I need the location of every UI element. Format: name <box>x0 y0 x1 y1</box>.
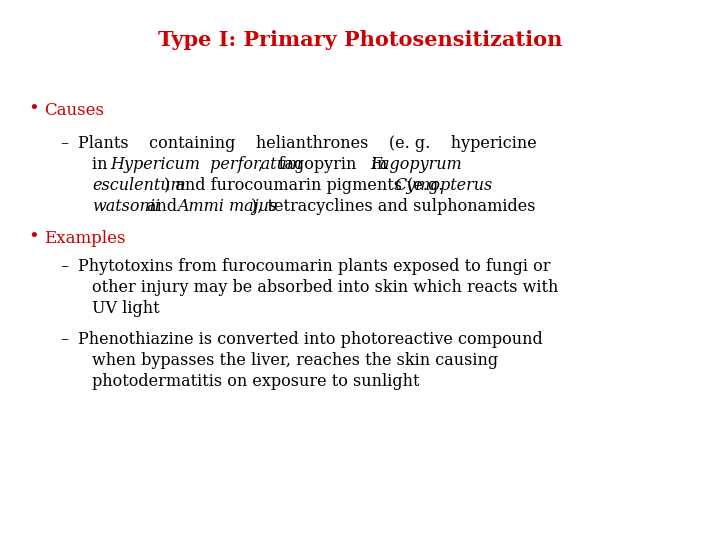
Text: Causes: Causes <box>44 102 104 119</box>
Text: –: – <box>60 331 68 348</box>
Text: •: • <box>28 100 39 118</box>
Text: ) and furocoumarin pigments (e.g.: ) and furocoumarin pigments (e.g. <box>164 177 449 194</box>
Text: watsonii: watsonii <box>92 198 160 215</box>
Text: –: – <box>60 258 68 275</box>
Text: ), tetracyclines and sulphonamides: ), tetracyclines and sulphonamides <box>251 198 536 215</box>
Text: Hypericum  perforatum: Hypericum perforatum <box>110 156 302 173</box>
Text: when bypasses the liver, reaches the skin causing: when bypasses the liver, reaches the ski… <box>92 352 498 369</box>
Text: ,   fagopyrin   in: , fagopyrin in <box>258 156 392 173</box>
Text: Phytotoxins from furocoumarin plants exposed to fungi or: Phytotoxins from furocoumarin plants exp… <box>78 258 551 275</box>
Text: Phenothiazine is converted into photoreactive compound: Phenothiazine is converted into photorea… <box>78 331 543 348</box>
Text: Fagopyrum: Fagopyrum <box>370 156 462 173</box>
Text: other injury may be absorbed into skin which reacts with: other injury may be absorbed into skin w… <box>92 279 559 296</box>
Text: esculentum: esculentum <box>92 177 186 194</box>
Text: Ammi majus: Ammi majus <box>177 198 277 215</box>
Text: •: • <box>28 228 39 246</box>
Text: in: in <box>92 156 112 173</box>
Text: Type I: Primary Photosensitization: Type I: Primary Photosensitization <box>158 30 562 50</box>
Text: photodermatitis on exposure to sunlight: photodermatitis on exposure to sunlight <box>92 373 420 390</box>
Text: Plants    containing    helianthrones    (e. g.    hypericine: Plants containing helianthrones (e. g. h… <box>78 135 536 152</box>
Text: and: and <box>147 198 182 215</box>
Text: UV light: UV light <box>92 300 160 317</box>
Text: Cymopterus: Cymopterus <box>394 177 492 194</box>
Text: Examples: Examples <box>44 230 125 247</box>
Text: –: – <box>60 135 68 152</box>
